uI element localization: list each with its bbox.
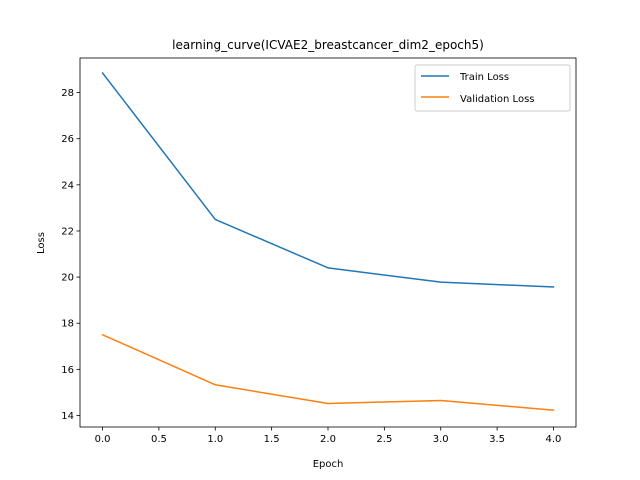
y-tick-label: 16 xyxy=(61,365,74,376)
x-tick-label: 0.0 xyxy=(95,434,111,445)
plot-frame xyxy=(79,57,577,428)
x-tick-label: 2.0 xyxy=(320,434,336,445)
legend-label-validation-loss: Validation Loss xyxy=(460,94,535,105)
series-lines xyxy=(101,71,555,411)
y-tick-label: 18 xyxy=(61,319,74,330)
chart-title: learning_curve(ICVAE2_breastcancer_dim2_… xyxy=(172,38,484,52)
x-tick-label: 3.5 xyxy=(489,434,505,445)
x-tick-label: 0.5 xyxy=(151,434,167,445)
x-tick-label: 1.0 xyxy=(207,434,223,445)
y-tick-label: 28 xyxy=(61,88,74,99)
x-tick-label: 3.0 xyxy=(433,434,449,445)
y-tick-label: 26 xyxy=(61,134,74,145)
y-tick-label: 24 xyxy=(61,180,74,191)
series-line-train-loss xyxy=(101,71,555,288)
legend-frame xyxy=(414,64,571,112)
legend-label-train-loss: Train Loss xyxy=(459,72,509,83)
x-tick-label: 2.5 xyxy=(376,434,392,445)
y-tick-label: 20 xyxy=(61,273,74,284)
x-axis-label: Epoch xyxy=(313,459,344,470)
y-axis-label: Loss xyxy=(36,232,47,254)
x-tick-label: 4.0 xyxy=(546,434,562,445)
y-axis-ticks: 14 16 18 20 22 24 26 28 xyxy=(61,88,80,422)
series-line-validation-loss xyxy=(101,333,555,411)
x-axis-ticks: 0.0 0.5 1.0 1.5 2.0 2.5 3.0 3.5 4.0 xyxy=(95,427,562,445)
y-tick-label: 22 xyxy=(61,226,74,237)
y-tick-label: 14 xyxy=(61,411,74,422)
legend: Train Loss Validation Loss xyxy=(414,64,571,112)
x-tick-label: 1.5 xyxy=(264,434,280,445)
